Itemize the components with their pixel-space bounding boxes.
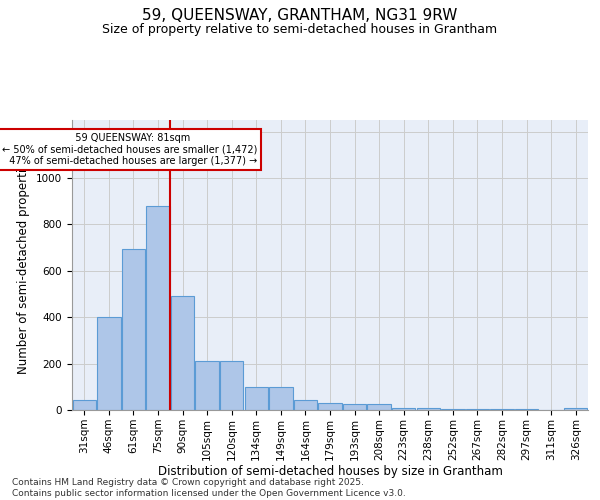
- Bar: [441, 409, 464, 410]
- Bar: [343, 404, 366, 410]
- Bar: [416, 408, 440, 410]
- Text: 59 QUEENSWAY: 81sqm
← 50% of semi-detached houses are smaller (1,472)
  47% of s: 59 QUEENSWAY: 81sqm ← 50% of semi-detach…: [2, 133, 257, 166]
- Text: Contains HM Land Registry data © Crown copyright and database right 2025.
Contai: Contains HM Land Registry data © Crown c…: [12, 478, 406, 498]
- Text: Size of property relative to semi-detached houses in Grantham: Size of property relative to semi-detach…: [103, 22, 497, 36]
- Bar: [73, 400, 96, 410]
- Bar: [269, 387, 293, 410]
- Text: 59, QUEENSWAY, GRANTHAM, NG31 9RW: 59, QUEENSWAY, GRANTHAM, NG31 9RW: [142, 8, 458, 22]
- Bar: [146, 206, 170, 410]
- X-axis label: Distribution of semi-detached houses by size in Grantham: Distribution of semi-detached houses by …: [158, 466, 502, 478]
- Bar: [564, 408, 587, 410]
- Bar: [466, 409, 489, 410]
- Bar: [122, 249, 145, 410]
- Bar: [97, 317, 121, 410]
- Bar: [515, 409, 538, 410]
- Y-axis label: Number of semi-detached properties: Number of semi-detached properties: [17, 156, 31, 374]
- Bar: [319, 403, 341, 410]
- Bar: [294, 400, 317, 410]
- Bar: [245, 387, 268, 410]
- Bar: [196, 362, 219, 410]
- Bar: [171, 296, 194, 410]
- Bar: [220, 362, 244, 410]
- Bar: [490, 409, 514, 410]
- Bar: [367, 404, 391, 410]
- Bar: [392, 408, 415, 410]
